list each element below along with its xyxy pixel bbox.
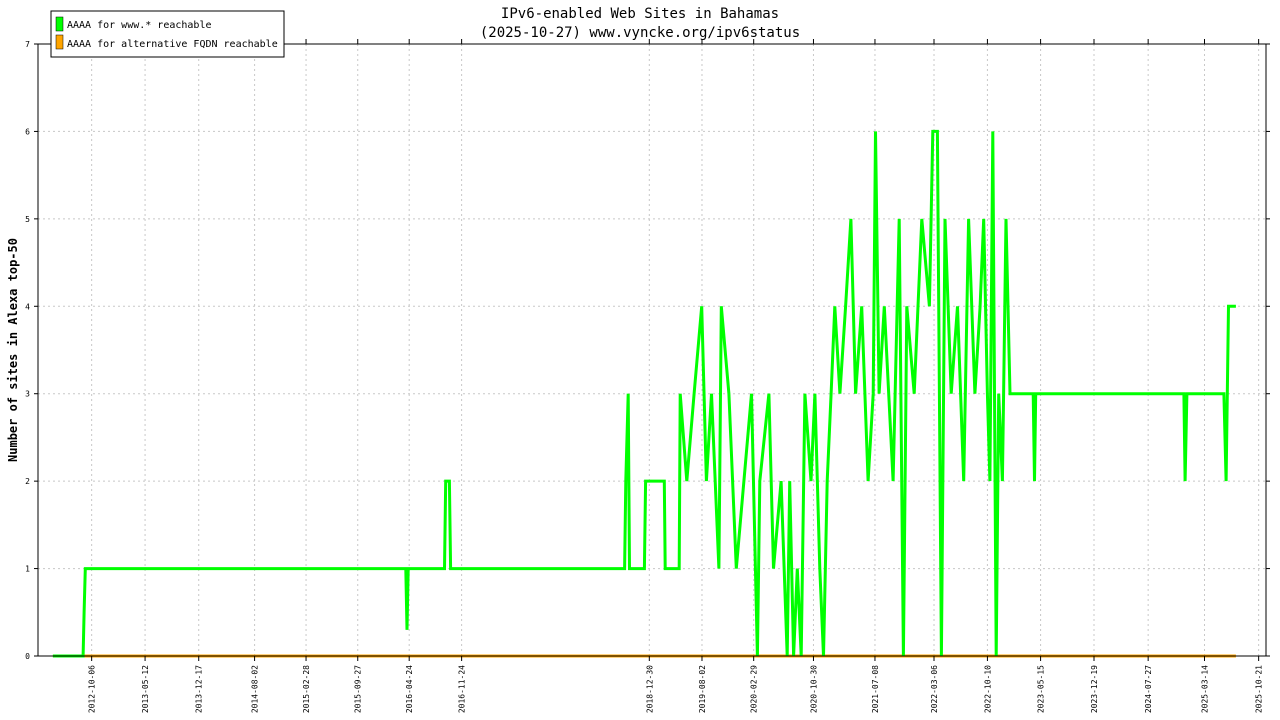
y-axis-label: Number of sites in Alexa top-50: [6, 238, 20, 462]
x-tick-label-9: 2019-08-02: [698, 665, 707, 713]
x-axis: 2012-10-06 2013-05-12 2013-12-17 2014-08-02…: [88, 39, 1264, 713]
legend-swatch-www: [55, 16, 64, 32]
x-tick-label-6: 2016-04-24: [405, 665, 414, 713]
y-tick-label-1: 1: [25, 565, 30, 574]
x-tick-label-16: 2023-12-19: [1090, 665, 1099, 713]
x-tick-label-8: 2018-12-30: [645, 665, 654, 713]
legend-label-alt-fqdn: AAAA for alternative FQDN reachable: [67, 39, 278, 50]
legend: AAAA for www.* reachable AAAA for altern…: [50, 10, 285, 58]
chart-title: IPv6-enabled Web Sites in Bahamas: [501, 6, 779, 22]
series-line-0: [52, 129, 1236, 658]
x-tick-label-17: 2024-07-27: [1144, 665, 1153, 713]
x-tick-label-0: 2012-10-06: [88, 665, 97, 713]
x-tick-label-7: 2016-11-24: [458, 665, 467, 713]
x-tick-label-5: 2015-09-27: [354, 665, 363, 713]
x-tick-label-12: 2021-07-08: [871, 665, 880, 713]
x-tick-label-18: 2025-03-14: [1201, 665, 1210, 713]
y-tick-label-2: 2: [25, 477, 30, 486]
y-tick-label-7: 7: [25, 40, 30, 49]
x-tick-label-10: 2020-02-29: [750, 665, 759, 713]
x-tick-label-11: 2020-10-30: [809, 665, 818, 713]
legend-swatch-alt-fqdn: [55, 34, 64, 50]
legend-box: [50, 10, 285, 58]
y-axis: 0 1 2 3 4 5 6 7: [25, 40, 1270, 661]
chart-subtitle: (2025-10-27) www.vyncke.org/ipv6status: [480, 25, 800, 41]
y-tick-label-3: 3: [25, 390, 30, 399]
x-tick-label-1: 2013-05-12: [141, 665, 150, 713]
legend-label-www: AAAA for www.* reachable: [67, 20, 212, 31]
y-tick-label-4: 4: [25, 302, 30, 311]
y-tick-label-0: 0: [25, 652, 30, 661]
x-tick-label-13: 2022-03-06: [930, 665, 939, 713]
y-tick-label-5: 5: [25, 215, 30, 224]
x-tick-label-4: 2015-02-28: [302, 665, 311, 713]
y-tick-label-6: 6: [25, 127, 30, 136]
plot-frame: [37, 43, 1267, 657]
x-tick-label-19: 2025-10-21: [1255, 665, 1264, 713]
x-tick-label-2: 2013-12-17: [195, 665, 204, 713]
x-tick-label-3: 2014-08-02: [251, 665, 260, 713]
x-tick-label-15: 2023-05-15: [1037, 665, 1046, 713]
grid-layer: [38, 44, 1266, 656]
x-tick-label-14: 2022-10-10: [983, 665, 992, 713]
